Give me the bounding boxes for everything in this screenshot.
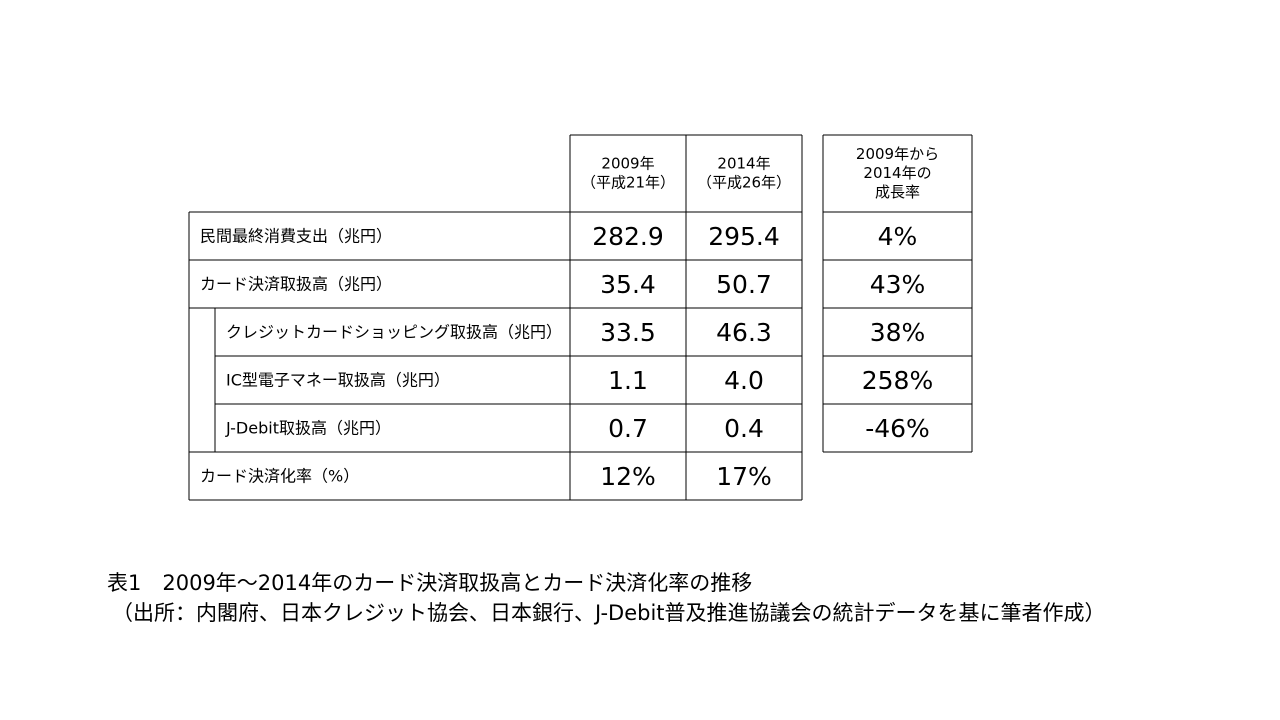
- cell-value: 282.9: [592, 222, 664, 251]
- cell-value: 295.4: [708, 222, 780, 251]
- cell-value: 4%: [878, 222, 918, 251]
- column-header: 2009年: [601, 155, 654, 173]
- column-header: 成長率: [875, 183, 920, 201]
- cell-value: 33.5: [600, 318, 656, 347]
- cell-value: 38%: [870, 318, 926, 347]
- cell-value: 258%: [862, 366, 933, 395]
- cell-value: -46%: [865, 414, 930, 443]
- cell-value: 1.1: [608, 366, 648, 395]
- cell-value: 12%: [600, 462, 656, 491]
- row-label: クレジットカードショッピング取扱高（兆円）: [226, 323, 562, 342]
- column-header: （平成21年）: [581, 174, 675, 192]
- cell-value: 46.3: [716, 318, 772, 347]
- cell-value: 0.7: [608, 414, 648, 443]
- row-label: 民間最終消費支出（兆円）: [200, 227, 392, 246]
- cell-value: 17%: [716, 462, 772, 491]
- row-label: IC型電子マネー取扱高（兆円）: [226, 371, 450, 390]
- column-header: 2009年から: [856, 145, 939, 163]
- column-header: 2014年の: [863, 164, 931, 182]
- caption-source: （出所：内閣府、日本クレジット協会、日本銀行、J-Debit普及推進協議会の統計…: [112, 601, 1106, 625]
- cell-value: 50.7: [716, 270, 772, 299]
- caption-title: 表1 2009年～2014年のカード決済取扱高とカード決済化率の推移: [107, 571, 752, 595]
- cell-value: 4.0: [724, 366, 764, 395]
- row-label: カード決済化率（%）: [200, 467, 359, 486]
- row-label: カード決済取扱高（兆円）: [200, 275, 392, 294]
- cell-value: 0.4: [724, 414, 764, 443]
- cell-value: 35.4: [600, 270, 656, 299]
- row-label: J-Debit取扱高（兆円）: [225, 419, 391, 438]
- column-header: （平成26年）: [697, 174, 791, 192]
- column-header: 2014年: [717, 155, 770, 173]
- cell-value: 43%: [870, 270, 926, 299]
